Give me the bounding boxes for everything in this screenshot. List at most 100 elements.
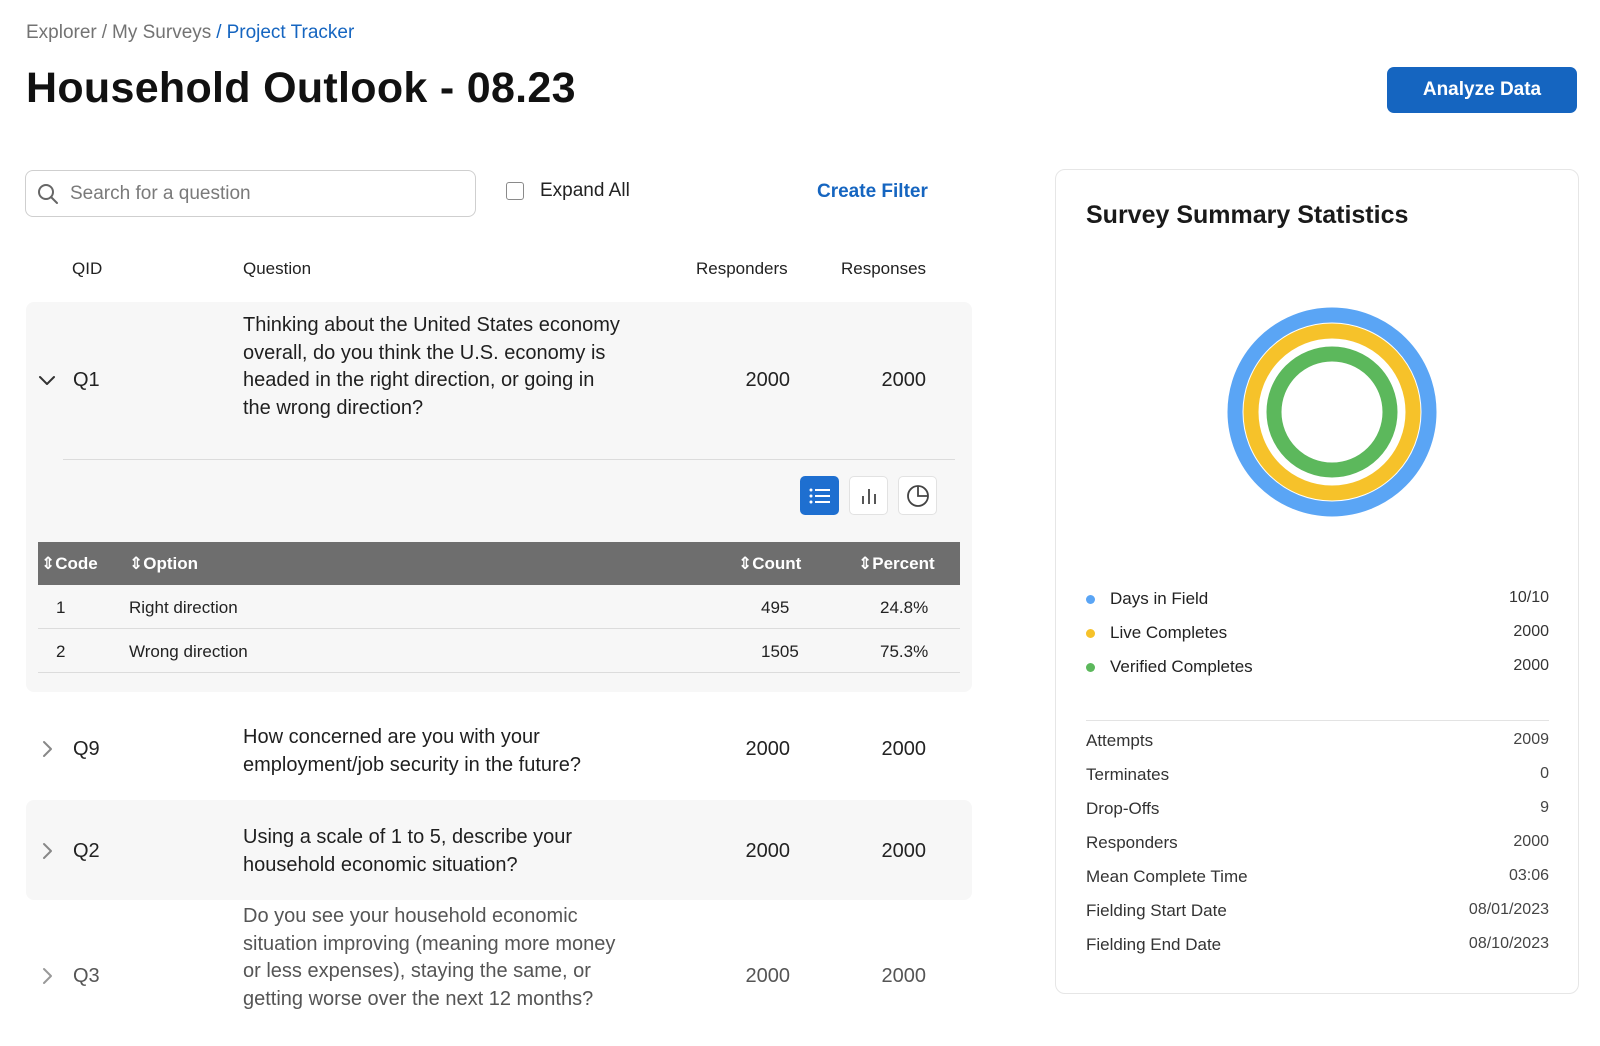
stat-value: 08/10/2023 bbox=[1468, 935, 1549, 952]
stat-label: Fielding Start Date bbox=[1086, 901, 1227, 920]
stat-label: Attempts bbox=[1086, 731, 1154, 750]
pie-chart-view-button[interactable] bbox=[898, 476, 937, 515]
question-row-q3[interactable]: Q3 Do you see your household economic si… bbox=[26, 905, 972, 1046]
options-header-percent-label: Percent bbox=[872, 554, 935, 573]
options-header-count[interactable]: ⇕Count bbox=[738, 554, 801, 574]
legend-label: Days in Field bbox=[1110, 589, 1209, 608]
question-id[interactable]: Q3 bbox=[73, 965, 100, 987]
chevron-right-icon[interactable] bbox=[38, 967, 56, 985]
divider bbox=[63, 459, 955, 460]
options-header-option-label: Option bbox=[143, 554, 199, 573]
question-text[interactable]: How concerned are you with your employme… bbox=[243, 726, 581, 776]
question-id[interactable]: Q2 bbox=[73, 840, 100, 862]
stat-label: Mean Complete Time bbox=[1086, 867, 1248, 886]
question-text[interactable]: Do you see your household economic situa… bbox=[243, 905, 616, 1010]
ring-days-in-field bbox=[1227, 307, 1437, 517]
option-count: 1505 bbox=[761, 642, 799, 661]
list-view-button[interactable] bbox=[800, 476, 839, 515]
option-code: 1 bbox=[56, 598, 66, 617]
column-header-qid[interactable]: QID bbox=[72, 259, 103, 278]
expand-all-checkbox[interactable] bbox=[506, 182, 524, 200]
stat-value: 2009 bbox=[1513, 731, 1549, 748]
options-table-header: ⇕Code ⇕Option ⇕Count ⇕Percent bbox=[38, 542, 960, 585]
chevron-right-icon[interactable] bbox=[38, 842, 56, 860]
table-row[interactable]: 1 Right direction 495 24.8% bbox=[38, 585, 960, 629]
bar-chart-icon bbox=[861, 488, 876, 504]
breadcrumb-my-surveys[interactable]: My Surveys bbox=[112, 22, 212, 43]
option-code: 2 bbox=[56, 642, 66, 661]
stat-value: 2000 bbox=[1513, 833, 1549, 850]
sort-icon: ⇕ bbox=[858, 554, 873, 573]
responses-value: 2000 bbox=[881, 840, 927, 862]
option-percent: 24.8% bbox=[880, 598, 929, 617]
option-count: 495 bbox=[761, 598, 790, 617]
options-header-code[interactable]: ⇕Code bbox=[41, 554, 98, 574]
stat-label: Drop-Offs bbox=[1086, 799, 1160, 818]
options-header-percent[interactable]: ⇕Percent bbox=[858, 554, 935, 574]
option-label: Right direction bbox=[129, 598, 238, 617]
stat-label: Fielding End Date bbox=[1086, 935, 1222, 954]
responses-value: 2000 bbox=[881, 369, 927, 391]
create-filter-link[interactable]: Create Filter bbox=[817, 181, 928, 202]
question-text[interactable]: Using a scale of 1 to 5, describe your h… bbox=[243, 826, 573, 876]
question-id[interactable]: Q1 bbox=[73, 369, 100, 391]
question-id[interactable]: Q9 bbox=[73, 738, 100, 760]
summary-ring-chart bbox=[1227, 307, 1437, 517]
stat-value: 03:06 bbox=[1508, 867, 1549, 884]
responders-value: 2000 bbox=[745, 965, 791, 987]
responders-value: 2000 bbox=[745, 369, 791, 391]
stat-value: 9 bbox=[1540, 799, 1549, 816]
sort-icon: ⇕ bbox=[738, 554, 753, 573]
chevron-right-icon[interactable] bbox=[38, 740, 56, 758]
question-card-q1: Q1 Thinking about the United States econ… bbox=[26, 302, 972, 692]
legend-dot bbox=[1086, 663, 1095, 672]
option-percent: 75.3% bbox=[880, 642, 929, 661]
responders-value: 2000 bbox=[745, 738, 791, 760]
column-header-responders[interactable]: Responders bbox=[696, 259, 788, 278]
sort-icon: ⇕ bbox=[41, 554, 56, 573]
option-label: Wrong direction bbox=[129, 642, 248, 661]
table-row[interactable]: 2 Wrong direction 1505 75.3% bbox=[38, 629, 960, 673]
breadcrumb-separator: / bbox=[101, 22, 108, 43]
breadcrumb-explorer[interactable]: Explorer bbox=[26, 22, 97, 43]
legend-value: 10/10 bbox=[1508, 589, 1549, 606]
responses-value: 2000 bbox=[881, 738, 927, 760]
question-text[interactable]: Thinking about the United States economy… bbox=[243, 314, 620, 419]
responders-value: 2000 bbox=[745, 840, 791, 862]
column-header-responses[interactable]: Responses bbox=[841, 259, 927, 278]
legend-value: 2000 bbox=[1513, 623, 1549, 640]
divider bbox=[1086, 720, 1549, 721]
summary-card: Survey Summary Statistics Days in Field … bbox=[1055, 169, 1579, 994]
breadcrumb-separator: / bbox=[216, 22, 222, 43]
breadcrumb: Explorer / My Surveys / Project Tracker bbox=[26, 22, 354, 44]
legend-dot bbox=[1086, 595, 1095, 604]
column-header-question[interactable]: Question bbox=[243, 259, 312, 278]
expand-all-toggle[interactable]: Expand All bbox=[506, 180, 630, 202]
legend-label: Live Completes bbox=[1110, 623, 1228, 642]
stat-value: 0 bbox=[1540, 765, 1549, 782]
expand-all-label: Expand All bbox=[540, 180, 630, 201]
responses-value: 2000 bbox=[881, 965, 927, 987]
chevron-down-icon[interactable] bbox=[38, 371, 56, 389]
ring-verified-completes bbox=[1266, 346, 1398, 478]
question-row-q9[interactable]: Q9 How concerned are you with your emplo… bbox=[26, 700, 972, 798]
breadcrumb-project-tracker[interactable]: Project Tracker bbox=[226, 22, 355, 43]
legend-dot bbox=[1086, 629, 1095, 638]
options-header-count-label: Count bbox=[752, 554, 802, 573]
stat-label: Terminates bbox=[1086, 765, 1170, 784]
search-icon bbox=[38, 183, 58, 204]
legend-value: 2000 bbox=[1513, 657, 1549, 674]
ring-live-completes bbox=[1243, 323, 1421, 501]
question-row-q2[interactable]: Q2 Using a scale of 1 to 5, describe you… bbox=[26, 800, 972, 900]
options-header-code-label: Code bbox=[55, 554, 98, 573]
list-icon bbox=[809, 488, 830, 503]
pie-chart-icon bbox=[906, 484, 929, 507]
stat-label: Responders bbox=[1086, 833, 1178, 852]
search-box bbox=[25, 170, 476, 217]
search-input[interactable] bbox=[70, 182, 450, 205]
summary-title: Survey Summary Statistics bbox=[1086, 201, 1409, 229]
page-title: Household Outlook - 08.23 bbox=[26, 64, 576, 112]
bar-chart-view-button[interactable] bbox=[849, 476, 888, 515]
options-header-option[interactable]: ⇕Option bbox=[129, 554, 198, 574]
analyze-data-button[interactable]: Analyze Data bbox=[1387, 67, 1577, 113]
